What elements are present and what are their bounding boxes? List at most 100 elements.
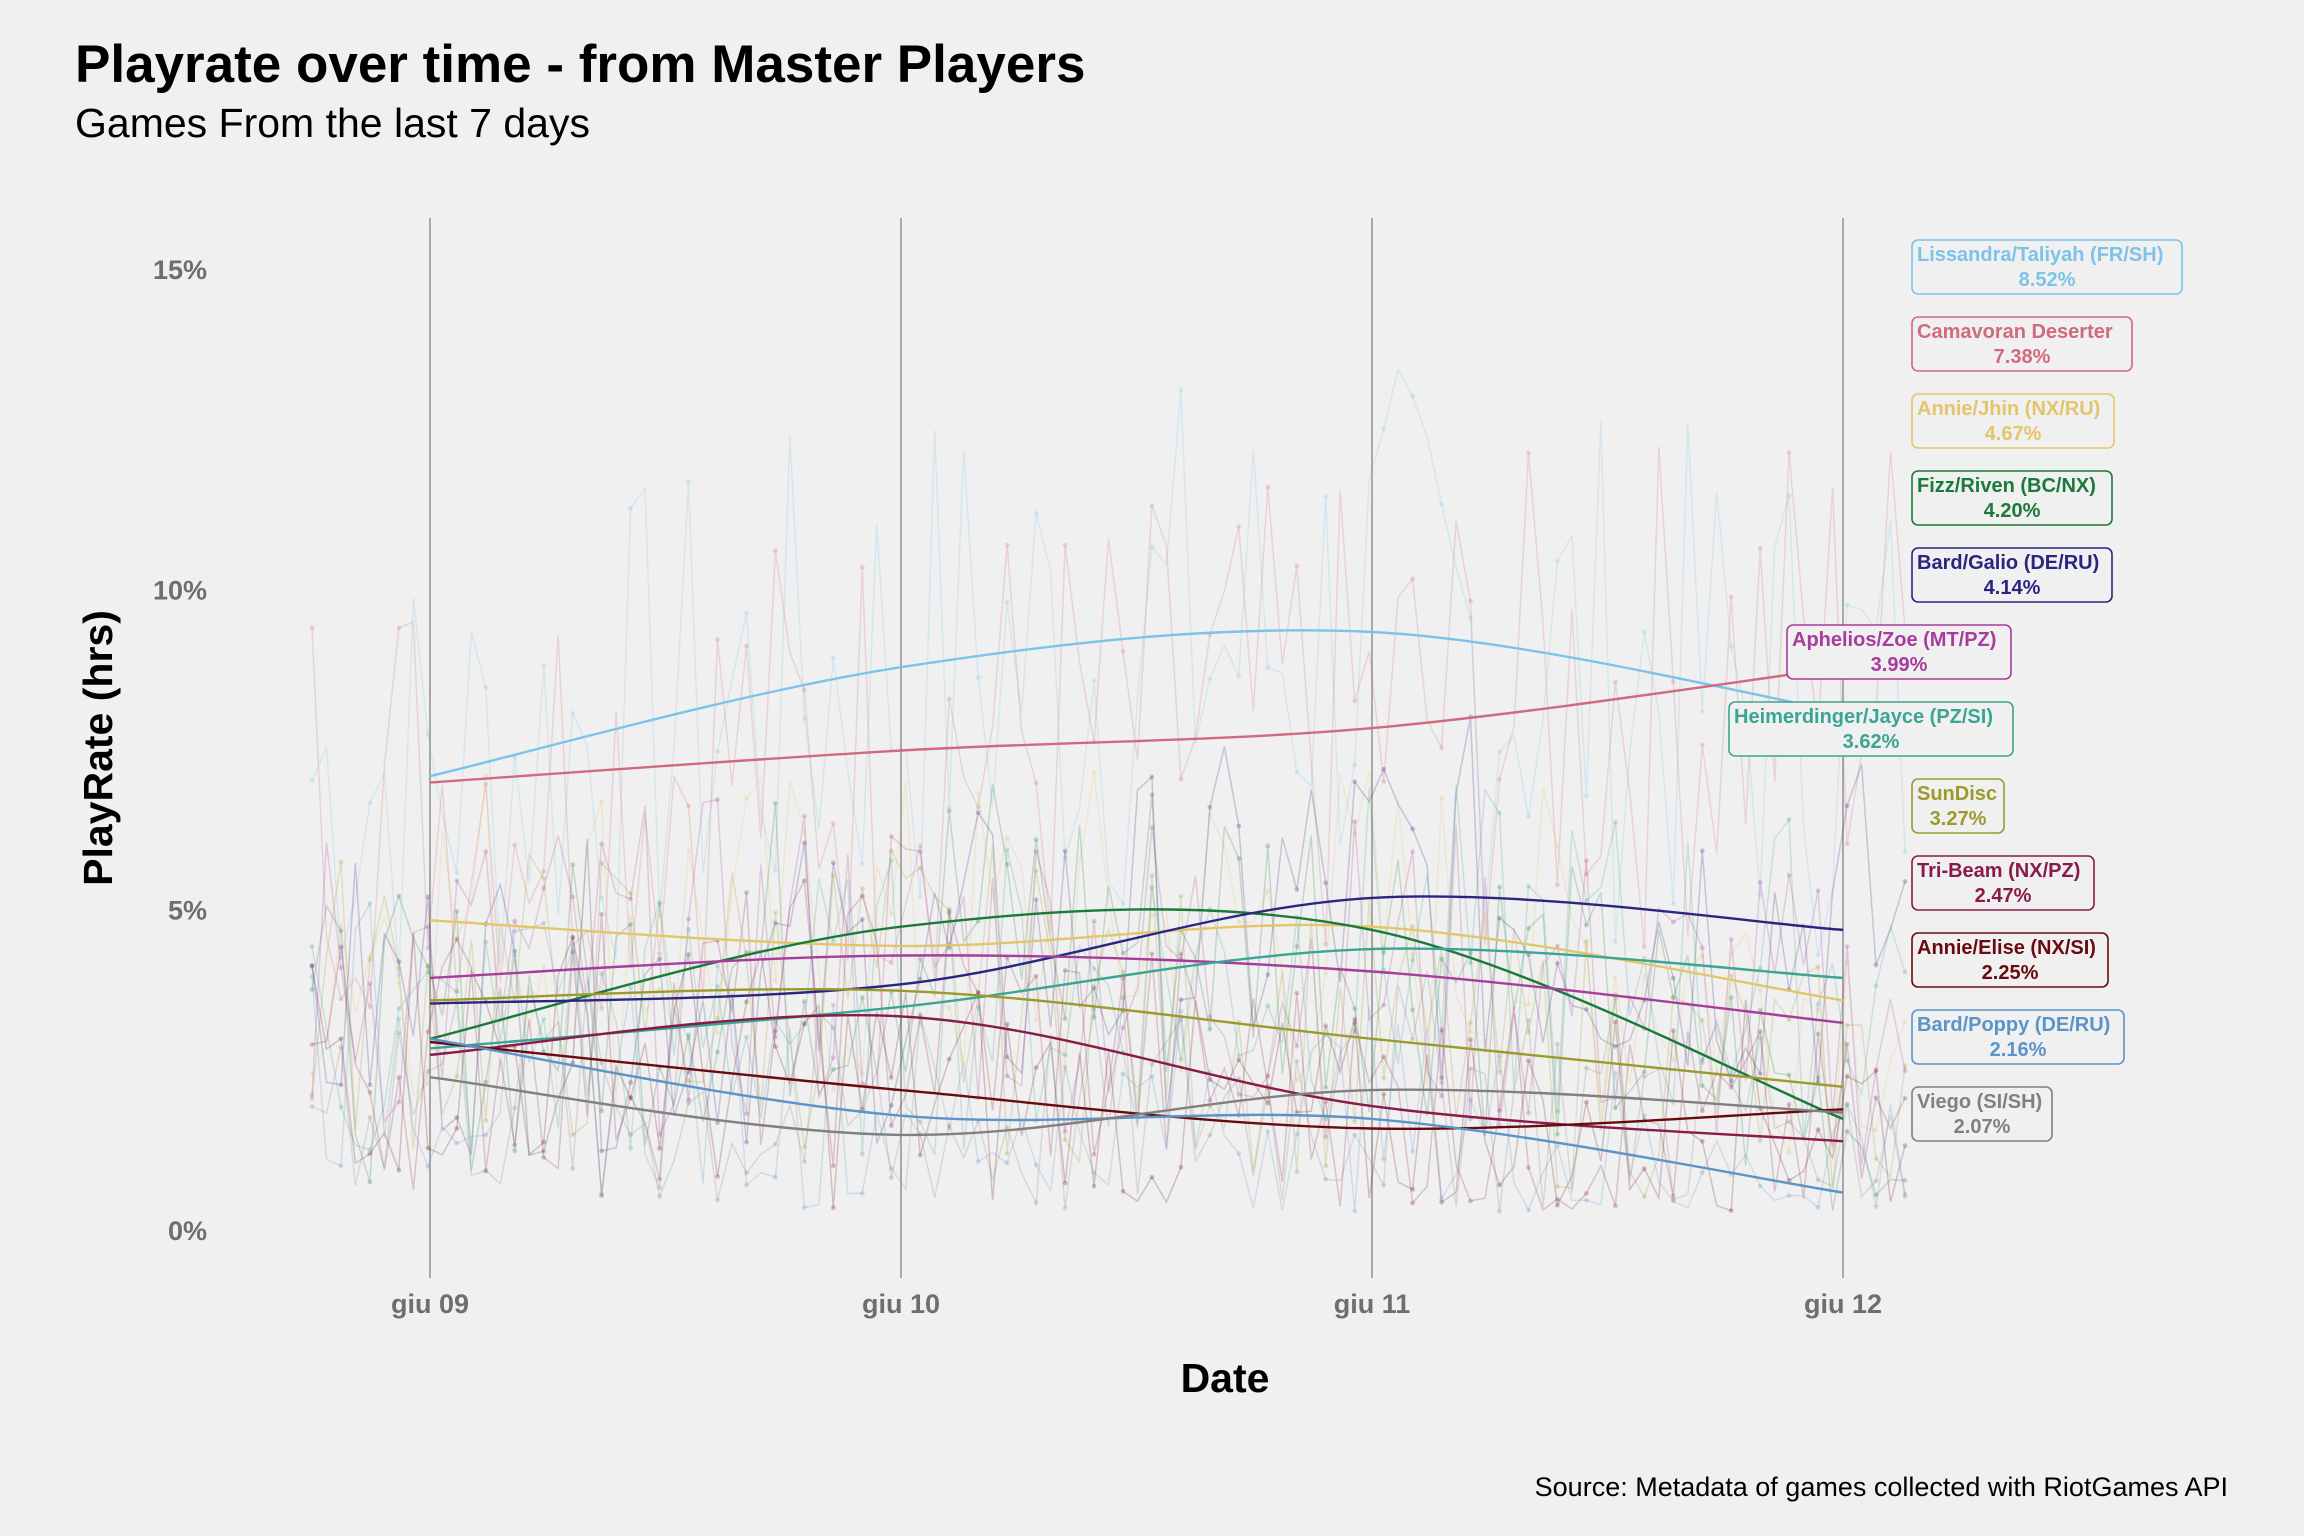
series-value: 2.07% — [1954, 1116, 2011, 1138]
raw-point — [1381, 1054, 1387, 1060]
raw-point — [946, 805, 952, 810]
raw-point — [512, 957, 518, 963]
raw-point — [1670, 679, 1676, 684]
raw-point — [396, 1006, 402, 1011]
raw-point — [599, 911, 604, 917]
raw-point — [1757, 1138, 1763, 1144]
raw-point — [1381, 1092, 1387, 1097]
raw-point — [1526, 814, 1531, 819]
raw-point — [1497, 884, 1502, 890]
raw-point — [773, 1034, 778, 1040]
x-tick-label: giu 12 — [1804, 1289, 1882, 1319]
raw-point — [1410, 957, 1415, 963]
raw-point — [1033, 837, 1039, 843]
raw-point — [1352, 1208, 1358, 1214]
raw-point — [744, 643, 749, 649]
raw-point — [628, 505, 633, 511]
raw-point — [1815, 1127, 1821, 1133]
raw-point — [396, 1167, 402, 1173]
raw-point — [425, 1081, 431, 1086]
raw-point — [309, 1104, 315, 1109]
raw-point — [1236, 1057, 1242, 1063]
raw-point — [541, 875, 547, 881]
raw-point — [1149, 503, 1155, 509]
raw-trace — [311, 784, 1906, 1156]
raw-point — [628, 891, 633, 896]
raw-point — [1555, 882, 1560, 888]
raw-point — [1033, 897, 1039, 903]
raw-point — [1526, 1207, 1531, 1213]
raw-point — [1873, 1178, 1879, 1184]
raw-point — [570, 934, 576, 940]
raw-point — [888, 911, 894, 917]
raw-point — [425, 894, 431, 900]
raw-point — [1265, 1073, 1271, 1078]
raw-point — [1207, 1132, 1213, 1138]
raw-point — [1062, 848, 1068, 854]
raw-point — [1815, 1031, 1821, 1037]
raw-point — [1584, 922, 1589, 928]
raw-point — [975, 810, 981, 816]
raw-point — [1120, 1071, 1126, 1076]
series-value: 3.27% — [1930, 808, 1987, 830]
series-value: 4.67% — [1985, 423, 2042, 445]
raw-point — [1207, 1014, 1213, 1019]
raw-point — [1526, 1058, 1531, 1063]
raw-point — [1873, 1127, 1879, 1133]
raw-point — [1670, 1193, 1676, 1199]
raw-point — [1149, 1074, 1155, 1080]
raw-point — [686, 916, 691, 922]
raw-point — [1670, 975, 1676, 981]
raw-point — [396, 1016, 402, 1022]
raw-point — [1844, 1022, 1850, 1028]
raw-point — [1584, 1197, 1589, 1203]
raw-point — [483, 1132, 489, 1138]
raw-point — [802, 687, 807, 692]
raw-point — [1670, 995, 1676, 1000]
raw-point — [1062, 1137, 1068, 1142]
raw-point — [1902, 1191, 1908, 1197]
raw-point — [599, 1006, 604, 1011]
raw-point — [1873, 1156, 1879, 1162]
raw-point — [802, 999, 807, 1004]
raw-point — [830, 1055, 836, 1061]
raw-point — [802, 1022, 807, 1027]
raw-point — [744, 796, 749, 801]
raw-point — [1381, 1157, 1387, 1162]
raw-point — [1294, 944, 1300, 949]
raw-point — [628, 1095, 633, 1100]
raw-point — [1149, 825, 1155, 830]
series-label-box — [1911, 778, 2005, 834]
raw-point — [1439, 501, 1444, 507]
raw-point — [425, 963, 431, 969]
raw-point — [367, 1147, 373, 1153]
raw-point — [1670, 995, 1676, 1000]
raw-point — [1584, 944, 1589, 949]
raw-point — [1323, 880, 1329, 886]
raw-point — [802, 840, 807, 846]
raw-point — [1004, 1160, 1010, 1166]
raw-point — [1294, 1132, 1300, 1137]
raw-point — [1757, 893, 1763, 898]
series-name: Annie/Elise (NX/SI) — [1917, 937, 2096, 959]
raw-point — [1207, 676, 1213, 682]
raw-point — [1294, 1109, 1300, 1115]
raw-point — [367, 901, 373, 907]
series-label: Aphelios/Zoe (MT/PZ) 3.99% — [1786, 624, 2012, 680]
raw-point — [1207, 804, 1213, 810]
raw-point — [1873, 1067, 1879, 1072]
raw-point — [1120, 969, 1126, 975]
raw-point — [338, 955, 344, 961]
raw-point — [1497, 1208, 1502, 1214]
raw-point — [1844, 1073, 1850, 1079]
raw-point — [1323, 942, 1329, 947]
raw-point — [1352, 1016, 1358, 1022]
raw-point — [1757, 987, 1763, 993]
raw-point — [686, 479, 691, 485]
raw-point — [512, 842, 518, 848]
raw-point — [541, 964, 547, 970]
raw-point — [1091, 1152, 1097, 1157]
raw-trace — [311, 970, 1906, 1212]
raw-point — [367, 981, 373, 986]
series-labels: Lissandra/Taliyah (FR/SH) 8.52% Camavoran … — [1728, 239, 2183, 1142]
